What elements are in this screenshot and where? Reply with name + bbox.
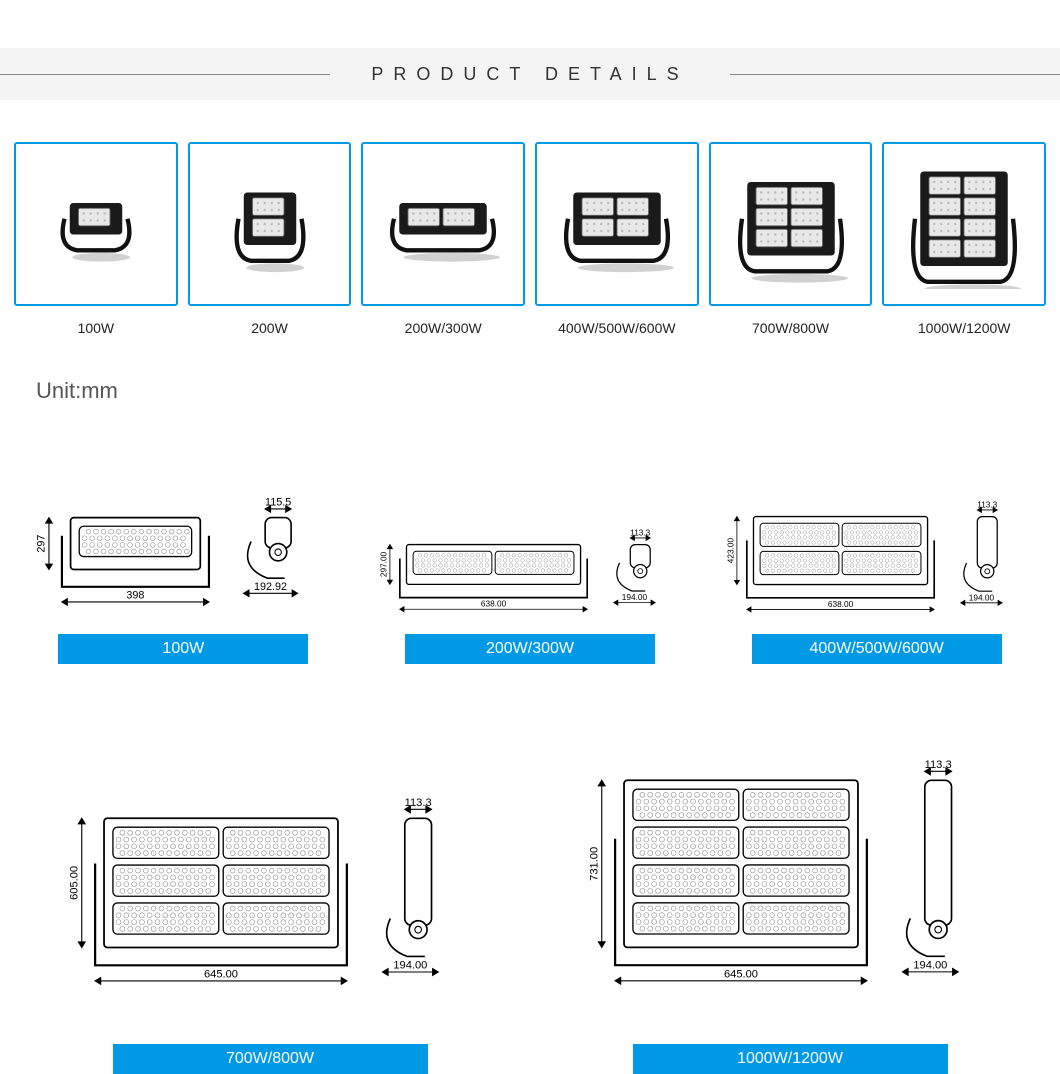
svg-text:113.3: 113.3 — [925, 759, 952, 771]
dimensions-row-2: 605.00 645.00 113.3 194.00 700W/800W 731… — [0, 694, 1060, 1074]
led-light-icon — [373, 159, 513, 289]
thumb-card: 1000W/1200W — [882, 142, 1046, 336]
svg-text:194.00: 194.00 — [913, 959, 947, 971]
dimension-figure: 605.00 645.00 113.3 194.00 — [55, 694, 485, 1014]
thumb-label: 200W/300W — [405, 320, 482, 336]
product-thumbnails: 100W 200W 200W/300W 400W/500W/600W — [0, 100, 1060, 336]
thumb-frame — [882, 142, 1046, 306]
svg-text:194.00: 194.00 — [393, 959, 427, 971]
thumb-card: 400W/500W/600W — [535, 142, 699, 336]
thumb-card: 200W — [188, 142, 352, 336]
thumb-frame — [361, 142, 525, 306]
dimension-badge: 100W — [58, 634, 308, 664]
led-light-icon — [200, 159, 340, 289]
svg-text:645.00: 645.00 — [724, 968, 758, 980]
dimension-card: 297.00 638.00 113.3 194.00 200W/300W — [370, 404, 690, 664]
thumb-label: 700W/800W — [752, 320, 829, 336]
dimension-card: 731.00 645.00 113.3 194.00 1000W/1200W — [575, 694, 1005, 1074]
svg-text:398: 398 — [127, 589, 145, 601]
svg-text:638.00: 638.00 — [481, 600, 507, 609]
dimension-drawing: 297 398 115.5 192.92 — [23, 496, 343, 634]
svg-text:638.00: 638.00 — [828, 600, 854, 609]
dimension-figure: 423.00 638.00 113.3 194.00 — [717, 404, 1037, 634]
dimension-drawing: 297.00 638.00 113.3 194.00 — [370, 528, 690, 634]
dimension-badge: 1000W/1200W — [633, 1044, 948, 1074]
led-light-icon — [26, 159, 166, 289]
dimension-drawing: 731.00 645.00 113.3 194.00 — [575, 758, 1005, 1014]
dimension-figure: 297 398 115.5 192.92 — [23, 404, 343, 634]
svg-text:113.3: 113.3 — [630, 528, 650, 537]
svg-text:605.00: 605.00 — [68, 866, 80, 900]
dimension-card: 297 398 115.5 192.92 100W — [23, 404, 343, 664]
thumb-label: 1000W/1200W — [918, 320, 1011, 336]
svg-text:113.3: 113.3 — [405, 797, 432, 809]
svg-text:297: 297 — [36, 534, 48, 552]
dimension-drawing: 605.00 645.00 113.3 194.00 — [55, 796, 485, 1014]
thumb-label: 400W/500W/600W — [558, 320, 676, 336]
thumb-frame — [709, 142, 873, 306]
svg-text:645.00: 645.00 — [204, 968, 238, 980]
dimension-badge: 200W/300W — [405, 634, 655, 664]
svg-text:113.3: 113.3 — [977, 500, 997, 509]
dimension-badge: 700W/800W — [113, 1044, 428, 1074]
thumb-card: 100W — [14, 142, 178, 336]
thumb-label: 100W — [78, 320, 115, 336]
led-light-icon — [547, 159, 687, 289]
dimension-drawing: 423.00 638.00 113.3 194.00 — [717, 500, 1037, 634]
thumb-frame — [188, 142, 352, 306]
svg-text:423.00: 423.00 — [726, 537, 735, 563]
svg-text:194.00: 194.00 — [622, 593, 648, 602]
led-light-icon — [721, 159, 861, 289]
dimension-card: 423.00 638.00 113.3 194.00 400W/500W/600… — [717, 404, 1037, 664]
svg-text:115.5: 115.5 — [265, 496, 291, 508]
thumb-label: 200W — [251, 320, 288, 336]
dimension-figure: 297.00 638.00 113.3 194.00 — [370, 404, 690, 634]
svg-text:192.92: 192.92 — [254, 581, 287, 593]
thumb-frame — [535, 142, 699, 306]
led-light-icon — [894, 159, 1034, 289]
dimension-card: 605.00 645.00 113.3 194.00 700W/800W — [55, 694, 485, 1074]
section-header: PRODUCT DETAILS — [0, 48, 1060, 100]
dimensions-row-1: 297 398 115.5 192.92 100W 297.00 — [0, 404, 1060, 664]
unit-label: Unit:mm — [36, 378, 1060, 404]
thumb-frame — [14, 142, 178, 306]
svg-text:194.00: 194.00 — [968, 593, 994, 602]
section-title: PRODUCT DETAILS — [371, 64, 688, 85]
thumb-card: 200W/300W — [361, 142, 525, 336]
svg-text:297.00: 297.00 — [380, 551, 389, 577]
dimension-badge: 400W/500W/600W — [752, 634, 1002, 664]
dimension-figure: 731.00 645.00 113.3 194.00 — [575, 694, 1005, 1014]
thumb-card: 700W/800W — [709, 142, 873, 336]
svg-text:731.00: 731.00 — [588, 847, 600, 881]
